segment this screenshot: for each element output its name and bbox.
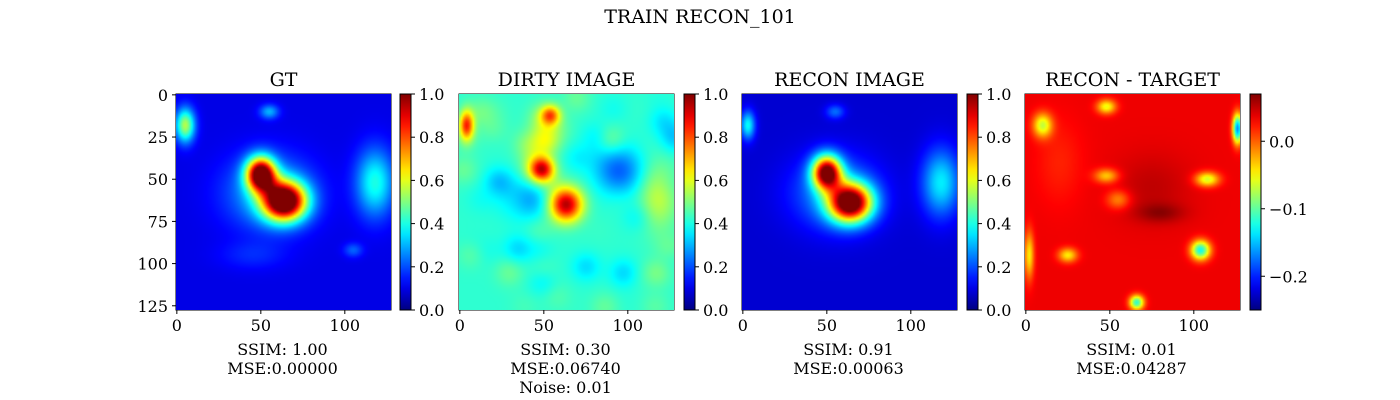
colorbar — [966, 93, 979, 311]
colorbar-tick-label: 0.6 — [986, 171, 1011, 190]
x-tick-label: 100 — [1179, 316, 1210, 335]
colorbar-tick-label: 0.4 — [986, 215, 1011, 234]
colorbar-tick-label: 0.4 — [703, 215, 728, 234]
colorbar-tick-label: 0.2 — [703, 258, 728, 277]
x-tick-label: 50 — [251, 316, 271, 335]
heatmap-image — [176, 94, 391, 310]
colorbar-tick-label: 0.8 — [419, 128, 444, 147]
x-tick-label: 0 — [172, 316, 182, 335]
heatmap-image — [459, 94, 674, 310]
metric-line: MSE:0.04287 — [1076, 359, 1187, 378]
panels: GT 0 50 100 0 25 50 75 100 125 0.0 0.2 0.4 0.6 0.8 1.0 S… — [137, 69, 1307, 397]
colorbar-tick-label: 0.0 — [419, 301, 444, 320]
colorbar-tick-label: 1.0 — [703, 85, 728, 104]
metric-line: MSE:0.06740 — [510, 359, 621, 378]
colorbar-tick-label: 0.2 — [419, 258, 444, 277]
metric-line: Noise: 0.01 — [519, 378, 612, 397]
metric-line: MSE:0.00000 — [227, 359, 338, 378]
metric-line: SSIM: 0.01 — [1086, 340, 1176, 359]
metric-line: SSIM: 1.00 — [237, 340, 327, 359]
panel-title: DIRTY IMAGE — [498, 69, 636, 91]
panel-3: RECON - TARGET 0 50 100 0.0 −0.1 −0.2 SSIM: 0.0… — [1021, 69, 1308, 378]
colorbar-tick-label: 1.0 — [419, 85, 444, 104]
panel-title: RECON - TARGET — [1045, 69, 1220, 91]
x-tick-label: 0 — [738, 316, 748, 335]
colorbar — [399, 93, 412, 311]
colorbar-tick-label: 0.0 — [986, 301, 1011, 320]
x-tick-label: 100 — [330, 316, 361, 335]
colorbar-tick-label: 0.8 — [703, 128, 728, 147]
x-tick-label: 50 — [534, 316, 554, 335]
panel-title: GT — [270, 69, 298, 91]
y-tick-label: 125 — [137, 297, 168, 316]
y-tick-label: 50 — [148, 170, 168, 189]
y-tick-label: 0 — [158, 86, 168, 105]
metric-line: SSIM: 0.91 — [803, 340, 893, 359]
colorbar-tick-label: 0.0 — [1269, 132, 1294, 151]
colorbar-tick-label: 0.0 — [703, 301, 728, 320]
figure-title: TRAIN RECON_101 — [604, 6, 796, 28]
x-tick-label: 50 — [817, 316, 837, 335]
colorbar-tick-label: 0.6 — [703, 171, 728, 190]
metric-line: MSE:0.00063 — [793, 359, 904, 378]
y-tick-label: 75 — [148, 212, 168, 231]
panel-1: DIRTY IMAGE 0 50 100 0.0 0.2 0.4 0.6 0.8 1.0 SSIM:… — [455, 69, 729, 397]
y-tick-label: 25 — [148, 128, 168, 147]
colorbar — [683, 93, 696, 311]
metric-line: SSIM: 0.30 — [520, 340, 610, 359]
panel-title: RECON IMAGE — [774, 69, 925, 91]
x-tick-label: 50 — [1100, 316, 1120, 335]
colorbar-tick-label: 0.4 — [419, 215, 444, 234]
x-tick-label: 0 — [455, 316, 465, 335]
y-tick-label: 100 — [137, 255, 168, 274]
colorbar-tick-label: 0.8 — [986, 128, 1011, 147]
heatmap-image — [742, 94, 957, 310]
heatmap-image — [1025, 94, 1240, 310]
colorbar-tick-label: 1.0 — [986, 85, 1011, 104]
x-tick-label: 0 — [1021, 316, 1031, 335]
colorbar-tick-label: 0.2 — [986, 258, 1011, 277]
panel-2: RECON IMAGE 0 50 100 0.0 0.2 0.4 0.6 0.8 1.0 SSIM:… — [738, 69, 1012, 378]
panel-0: GT 0 50 100 0 25 50 75 100 125 0.0 0.2 0.4 0.6 0.8 1.0 S… — [137, 69, 444, 378]
colorbar — [1249, 93, 1262, 311]
colorbar-tick-label: −0.1 — [1269, 200, 1308, 219]
x-tick-label: 100 — [613, 316, 644, 335]
colorbar-tick-label: 0.6 — [419, 171, 444, 190]
colorbar-tick-label: −0.2 — [1269, 267, 1308, 286]
x-tick-label: 100 — [896, 316, 927, 335]
